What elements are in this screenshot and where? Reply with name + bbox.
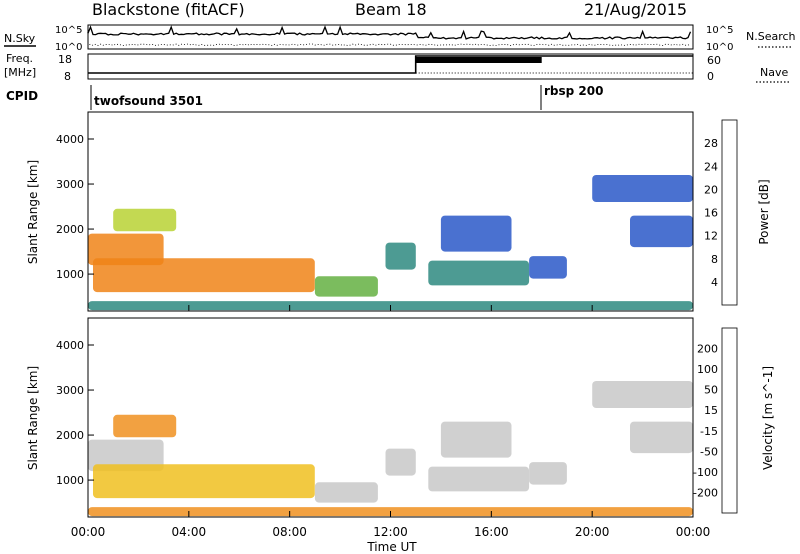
nsky-frame	[87, 24, 694, 50]
power-echo-region-8	[630, 215, 693, 248]
xtick-label-3: 12:00	[373, 525, 408, 539]
xtick-label-1: 04:00	[172, 525, 207, 539]
velocity-echo-region-3	[314, 482, 378, 503]
nsearch-label: N.Search	[746, 30, 796, 43]
colorbar-tick-6: 4	[711, 276, 718, 289]
nsky-panel: N.Sky 10^5 10^0 10^5 10^0 N.Search	[4, 24, 796, 53]
velocity-echo-region-9	[440, 421, 512, 458]
ytick-label-2: 3000	[56, 384, 84, 397]
colorbar-tick-2: 20	[704, 183, 718, 196]
velocity-echo-region-8	[630, 421, 693, 454]
power-echo-region-3	[314, 276, 378, 297]
nave-tick-0: 0	[707, 70, 714, 83]
ytick-label-0: 1000	[56, 268, 84, 281]
power-echo-region-5	[428, 260, 530, 286]
xtick-label-4: 16:00	[474, 525, 509, 539]
power-echo-region-1	[113, 208, 177, 232]
ytick-label-1: 2000	[56, 429, 84, 442]
velocity-colorbar-label: Velocity [m s^-1]	[761, 366, 775, 470]
nave-tick-60: 60	[707, 54, 721, 67]
time-axis-label: Time UT	[366, 540, 417, 554]
xtick-label-2: 08:00	[272, 525, 307, 539]
power-panel: 1000 2000 3000 4000 28 24 20 16 12 8 4 Slant Rang…	[26, 111, 771, 312]
ytick-label-0: 1000	[56, 474, 84, 487]
colorbar-frame	[721, 119, 738, 306]
velocity-ylabel: Slant Range [km]	[26, 366, 40, 470]
power-echo-region-9	[440, 215, 512, 252]
colorbar-tick-5: 8	[711, 253, 718, 266]
cpid-row: CPID twofsound 3501 rbsp 200	[6, 84, 603, 110]
colorbar-tick-1: 24	[704, 160, 718, 173]
velocity-echo-region-5	[428, 466, 530, 492]
nsearch-series	[87, 43, 691, 47]
colorbar-tick-5: -50	[700, 445, 718, 458]
cpid-segment-1: twofsound 3501	[94, 94, 203, 108]
velocity-echo-region-1	[113, 414, 177, 438]
power-echoes	[88, 175, 693, 311]
time-axis: 00:00 04:00 08:00 12:00 16:00 20:00 00:00	[71, 305, 711, 539]
power-colorbar: 28 24 20 16 12 8 4	[704, 119, 738, 306]
velocity-echo-region-7	[592, 381, 693, 408]
velocity-panel: 1000 2000 3000 4000 200 100 50 15 -15 -50 -100 -20…	[26, 317, 775, 518]
ytick-label-3: 4000	[56, 339, 84, 352]
power-ylabel: Slant Range [km]	[26, 160, 40, 264]
freq-tick-18: 18	[58, 53, 72, 66]
colorbar-tick-2: 50	[704, 384, 718, 397]
colorbar-tick-0: 200	[697, 343, 718, 356]
nave-block	[415, 57, 542, 63]
colorbar-tick-1: 100	[697, 363, 718, 376]
nsky-label: N.Sky	[4, 32, 36, 45]
velocity-echo-region-0	[88, 439, 164, 472]
freq-label: Freq.	[6, 52, 33, 65]
nsky-scale-bottom: 10^0	[55, 42, 82, 53]
freq-tick-8: 8	[64, 70, 71, 83]
power-y-axis: 1000 2000 3000 4000	[56, 133, 94, 281]
colorbar-tick-4: 12	[704, 230, 718, 243]
freq-frame	[87, 53, 694, 80]
velocity-colorbar: 200 100 50 15 -15 -50 -100 -200	[693, 327, 738, 514]
date-title: 21/Aug/2015	[584, 0, 687, 19]
colorbar-frame	[721, 327, 738, 514]
cpid-segment-2: rbsp 200	[544, 84, 603, 98]
velocity-echo-region-4	[385, 448, 416, 476]
xtick-label-0: 00:00	[71, 525, 106, 539]
xtick-label-5: 20:00	[575, 525, 610, 539]
freq-unit: [MHz]	[4, 66, 36, 79]
colorbar-tick-3: 16	[704, 207, 718, 220]
ytick-label-2: 3000	[56, 178, 84, 191]
velocity-echo-region-6	[529, 462, 567, 485]
power-colorbar-label: Power [dB]	[757, 179, 771, 244]
power-echo-region-2	[93, 258, 315, 293]
cpid-label: CPID	[6, 89, 38, 103]
nave-label: Nave	[760, 66, 788, 79]
colorbar-tick-4: -15	[700, 425, 718, 438]
xtick-label-6: 00:00	[676, 525, 711, 539]
colorbar-tick-6: -100	[693, 466, 718, 479]
power-echo-region-4	[385, 242, 416, 270]
nsearch-scale-top: 10^5	[706, 25, 733, 36]
station-title: Blackstone (fitACF)	[92, 0, 245, 19]
beam-title: Beam 18	[355, 0, 427, 19]
ytick-label-1: 2000	[56, 223, 84, 236]
freq-panel: Freq. [MHz] 18 8 60 0 Nave	[4, 52, 790, 83]
ytick-label-3: 4000	[56, 133, 84, 146]
velocity-y-axis: 1000 2000 3000 4000	[56, 339, 94, 487]
nsky-scale-top: 10^5	[55, 25, 82, 36]
colorbar-tick-7: -200	[693, 486, 718, 499]
velocity-echo-region-2	[93, 464, 315, 499]
power-echo-region-7	[592, 175, 693, 202]
freq-series	[88, 55, 693, 74]
colorbar-tick-0: 28	[704, 137, 718, 150]
nsearch-scale-bottom: 10^0	[706, 42, 733, 53]
nsky-series	[87, 25, 692, 40]
velocity-echoes	[88, 381, 693, 517]
power-echo-region-6	[529, 256, 567, 279]
power-echo-region-0	[88, 233, 164, 266]
colorbar-tick-3: 15	[704, 404, 718, 417]
